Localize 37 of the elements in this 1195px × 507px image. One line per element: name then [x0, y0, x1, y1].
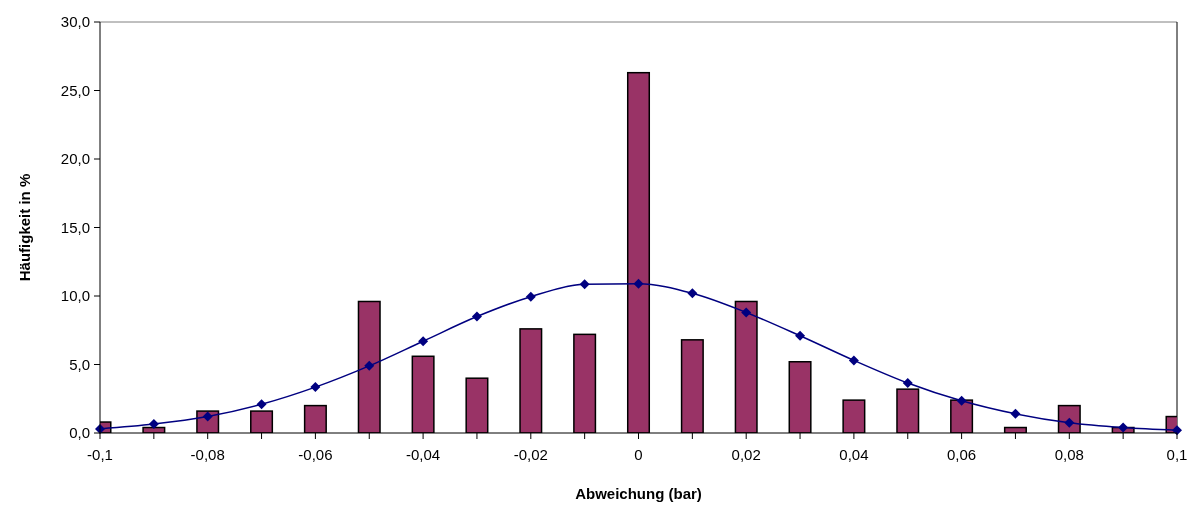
x-tick-label: 0,04 — [839, 446, 869, 463]
point — [633, 278, 644, 289]
point — [418, 336, 429, 347]
y-tick-label: 15,0 — [60, 218, 90, 236]
point — [687, 288, 698, 299]
x-tick-label: 0 — [634, 446, 643, 463]
y-tick-label: 5,0 — [69, 355, 90, 373]
y-axis-title: Häufigkeit in % — [16, 173, 33, 282]
y-tick-label: 20,0 — [60, 150, 90, 168]
y-tick-label: 0,0 — [69, 424, 90, 442]
x-tick-label: 0,06 — [947, 446, 977, 463]
x-tick-label: -0,08 — [190, 446, 225, 463]
point — [310, 382, 321, 393]
x-tick-label: -0,02 — [513, 446, 548, 463]
point — [956, 395, 967, 406]
point — [525, 291, 536, 302]
y-tick-label: 25,0 — [60, 81, 90, 99]
x-tick-label: -0,06 — [298, 446, 333, 463]
point — [256, 399, 267, 410]
x-axis-title: Abweichung (bar) — [575, 485, 702, 502]
y-tick-label: 30,0 — [60, 13, 90, 31]
x-tick-label: 0,1 — [1166, 446, 1188, 463]
x-tick-label: -0,1 — [87, 446, 113, 463]
point — [848, 355, 859, 366]
point — [471, 311, 482, 322]
point — [1118, 422, 1129, 433]
y-tick-label: 10,0 — [60, 287, 90, 305]
x-tick-label: -0,04 — [406, 446, 441, 463]
point — [579, 279, 590, 290]
point — [1010, 408, 1021, 419]
point — [795, 330, 806, 341]
point — [741, 307, 752, 318]
point — [902, 377, 913, 388]
x-tick-label: 0,08 — [1054, 446, 1084, 463]
point — [148, 419, 159, 430]
x-tick-label: 0,02 — [731, 446, 761, 463]
point — [364, 360, 375, 371]
